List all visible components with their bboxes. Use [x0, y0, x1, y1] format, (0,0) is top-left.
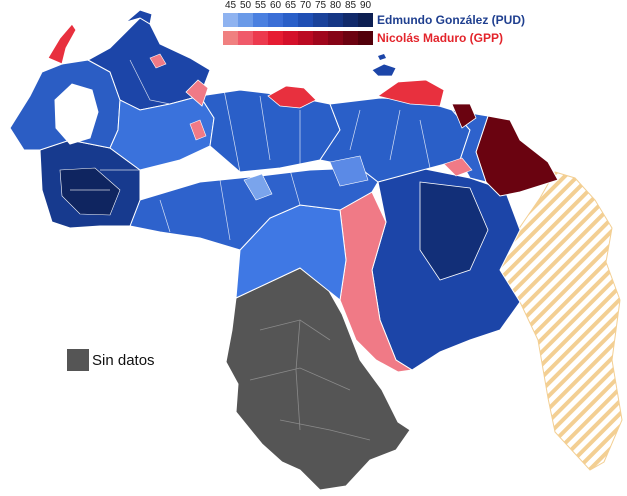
region-llanos-light [243, 173, 273, 201]
legend-gonzalez-swatch-80 [328, 13, 343, 27]
region-delta-amacuro [475, 115, 559, 197]
legend-label-maduro: Nicolás Maduro (GPP) [377, 31, 504, 45]
region-east-light [329, 155, 369, 187]
nodata-region-amazonas [225, 267, 411, 491]
legend-gonzalez-swatch-45 [223, 13, 238, 27]
region-falcon-peninsula [125, 9, 153, 25]
region-guajira [47, 23, 77, 65]
legend-nodata: Sin datos [67, 349, 155, 371]
legend-gonzalez-swatch-85 [343, 13, 358, 27]
legend-maduro-swatch-90 [358, 31, 373, 45]
legend-scale-65: 65 [284, 0, 297, 11]
legend-maduro-swatch-55 [253, 31, 268, 45]
region-monagas-north [450, 109, 489, 183]
region-bolivar-inner [419, 181, 489, 281]
region-lara-pink [185, 79, 209, 107]
region-caracas-red [267, 85, 317, 109]
legend-gonzalez-swatch-50 [238, 13, 253, 27]
legend-scale-85: 85 [344, 0, 357, 11]
legend-gonzalez-swatch-60 [268, 13, 283, 27]
legend-gonzalez-swatch-75 [313, 13, 328, 27]
legend-ramp-maduro [223, 31, 373, 45]
legend-scale-55: 55 [254, 0, 267, 11]
region-anzoategui-coast-red [377, 79, 445, 107]
region-andes-darkest [59, 167, 121, 216]
legend-scale-50: 50 [239, 0, 252, 11]
legend-scale-75: 75 [314, 0, 327, 11]
legend-nodata-swatch [67, 349, 89, 371]
legend-scale-90: 90 [359, 0, 372, 11]
legend-maduro-swatch-60 [268, 31, 283, 45]
region-sucre-red [451, 103, 477, 129]
legend-scale-70: 70 [299, 0, 312, 11]
legend-gonzalez-swatch-70 [298, 13, 313, 27]
legend-maduro-swatch-80 [328, 31, 343, 45]
essequibo-region [497, 171, 623, 471]
lake-maracaibo [54, 83, 99, 145]
region-llanos [129, 167, 379, 251]
legend-gonzalez-swatch-90 [358, 13, 373, 27]
legend-nodata-label: Sin datos [92, 351, 155, 369]
legend-maduro-swatch-65 [283, 31, 298, 45]
legend-gonzalez-swatch-55 [253, 13, 268, 27]
region-central-pink [189, 119, 207, 141]
legend-scale-45: 45 [224, 0, 237, 11]
island-small [378, 54, 386, 60]
legend-label-gonzalez: Edmundo González (PUD) [377, 13, 525, 27]
legend-ramp-gonzalez [223, 13, 373, 27]
legend-maduro-swatch-70 [298, 31, 313, 45]
legend-scale-60: 60 [269, 0, 282, 11]
region-monagas-pink [443, 157, 473, 177]
legend-maduro-swatch-85 [343, 31, 358, 45]
internal-borders [70, 59, 431, 241]
legend-maduro-swatch-75 [313, 31, 328, 45]
legend-row-maduro: Nicolás Maduro (GPP) [223, 31, 525, 45]
region-margarita [371, 63, 397, 77]
legend-maduro-swatch-45 [223, 31, 238, 45]
legend-gonzalez-swatch-65 [283, 13, 298, 27]
legend-scale-labels: 45 50 55 60 65 70 75 80 85 90 [223, 0, 525, 11]
region-falcon-pink [149, 53, 167, 69]
legend-scale-80: 80 [329, 0, 342, 11]
map-legend: 45 50 55 60 65 70 75 80 85 90 Edmundo Go… [223, 0, 525, 45]
legend-maduro-swatch-50 [238, 31, 253, 45]
nodata-internal-borders [249, 319, 371, 441]
legend-row-gonzalez: Edmundo González (PUD) [223, 13, 525, 27]
